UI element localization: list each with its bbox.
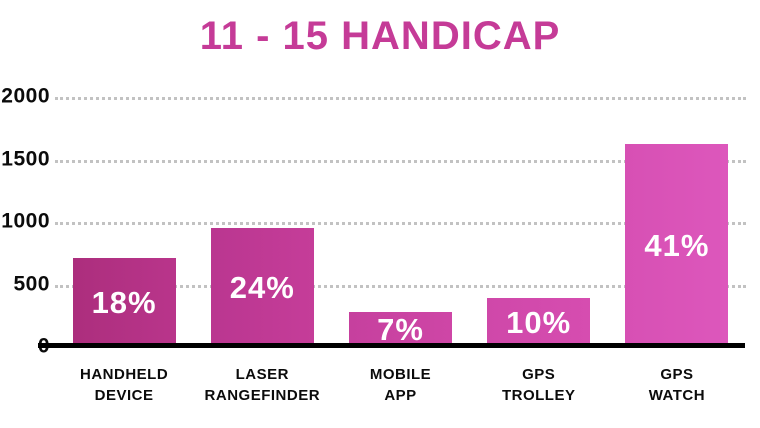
x-axis-label-line: TROLLEY (501, 387, 576, 404)
bar-percent-label-gps-trolley: 10% (506, 304, 572, 340)
bar-cell-gps-trolley: 10% (470, 97, 608, 347)
bar-cell-gps-watch: 41% (608, 97, 746, 347)
bar-mobile-app: 7% (349, 312, 452, 347)
bar-percent-label-mobile-app: 7% (377, 311, 424, 347)
gridline-500 (55, 284, 746, 288)
bar-cell-mobile-app: 7% (331, 97, 469, 347)
bar-cell-laser-rangefinder: 24% (193, 97, 331, 347)
x-axis-label-line: GPS (522, 366, 556, 383)
x-axis-label-line: APP (384, 387, 417, 404)
bar-handheld-device: 18% (72, 258, 176, 347)
x-axis-label-line: HANDHELD (80, 366, 169, 383)
bar-cell-handheld-device: 18% (55, 97, 193, 347)
x-axis-label-gps-watch: GPS WATCH (608, 364, 746, 406)
plot-area: 050010001500200018%24%7%10%41% (0, 85, 760, 358)
x-axis-baseline (38, 343, 745, 348)
x-axis-label-line: GPS (660, 366, 694, 383)
y-axis-tick-1000: 1000 (1, 209, 50, 233)
x-axis-labels: HANDHELD DEVICE LASER RANGEFINDER MOBILE APP G… (55, 364, 746, 406)
x-axis-label-line: MOBILE (369, 366, 432, 383)
x-axis-label-mobile-app: MOBILE APP (331, 364, 469, 406)
y-axis-tick-1500: 1500 (1, 147, 50, 171)
x-axis-label-line: RANGEFINDER (204, 387, 321, 404)
gridline-2000 (55, 97, 746, 100)
bar-gps-watch: 41% (625, 144, 729, 347)
x-axis-label-line: WATCH (648, 387, 706, 404)
x-axis-label-laser-rangefinder: LASER RANGEFINDER (193, 364, 331, 406)
bars-row: 18% 24% 7% 10% 41% (55, 97, 746, 347)
x-axis-label-line: DEVICE (94, 387, 154, 404)
bar-percent-label-handheld-device: 18% (91, 284, 157, 320)
gridline-1000 (55, 222, 746, 225)
x-axis-label-line: LASER (235, 366, 289, 383)
chart-title: 11 - 15 HANDICAP (199, 14, 561, 58)
bar-laser-rangefinder: 24% (210, 228, 314, 347)
bar-percent-label-laser-rangefinder: 24% (229, 269, 295, 305)
gridline-1500 (55, 159, 746, 163)
y-axis-tick-500: 500 (13, 272, 50, 296)
bar-gps-trolley: 10% (487, 298, 591, 347)
y-axis-tick-2000: 2000 (1, 84, 50, 108)
x-axis-label-gps-trolley: GPS TROLLEY (470, 364, 608, 406)
bar-percent-label-gps-watch: 41% (644, 227, 710, 263)
x-axis-label-handheld-device: HANDHELD DEVICE (55, 364, 193, 406)
